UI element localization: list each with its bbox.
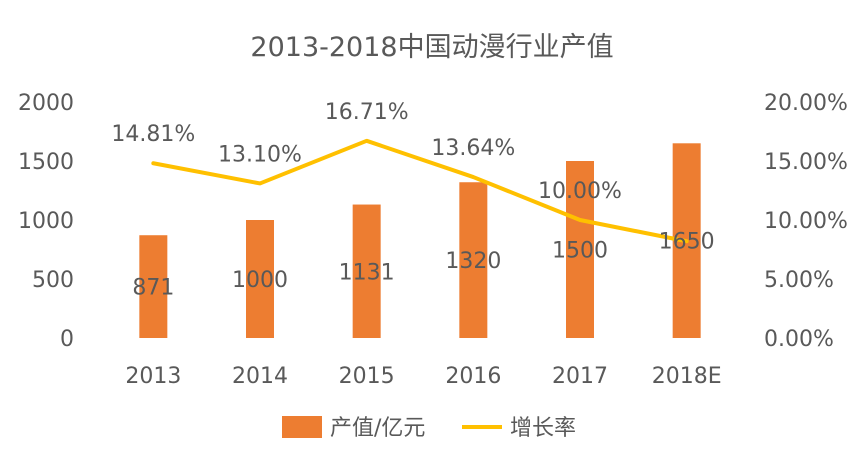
left-axis: 0 500 1000 1500 2000 [18,91,74,352]
line-data-label: 13.10% [218,142,302,167]
legend-swatch-bar [282,416,322,438]
x-axis: 2013 2014 2015 2016 2017 2018E [125,364,721,389]
right-tick-label: 5.00% [764,268,834,293]
left-tick-label: 0 [60,327,74,352]
bar-series [139,143,701,338]
left-tick-label: 2000 [18,91,74,116]
right-tick-label: 20.00% [764,91,848,116]
bar [246,220,274,338]
bar-data-label: 1320 [445,249,501,274]
right-tick-label: 15.00% [764,150,848,175]
chart-title: 2013-2018中国动漫行业产值 [250,32,613,63]
bar [566,161,594,338]
left-tick-label: 500 [32,268,74,293]
bar-data-label: 1650 [659,230,715,255]
x-tick-label: 2018E [652,364,722,389]
line-data-label: 13.64% [431,136,515,161]
bar-data-label: 1500 [552,239,608,264]
line-series [151,138,689,244]
right-tick-label: 0.00% [764,327,834,352]
x-tick-label: 2017 [552,364,608,389]
legend-label-line: 增长率 [510,416,576,441]
x-tick-label: 2013 [125,364,181,389]
bar [459,182,488,338]
legend: 产值/亿元 增长率 [282,416,576,441]
right-axis: 0.00% 5.00% 10.00% 15.00% 20.00% [764,91,848,352]
bar-data-labels: 871 1000 1131 1320 1500 1650 [132,230,714,301]
line-data-label: 14.81% [111,122,195,147]
line-data-labels: 14.81% 13.10% 16.71% 13.64% 10.00% [111,100,622,204]
bar-data-label: 1000 [232,268,288,293]
bar [352,204,381,338]
x-tick-label: 2016 [445,364,501,389]
x-tick-label: 2014 [232,364,288,389]
growth-line [151,138,689,244]
bar [139,235,168,338]
line-data-label: 16.71% [325,100,409,125]
bar-data-label: 1131 [339,260,395,285]
left-tick-label: 1500 [18,150,74,175]
left-tick-label: 1000 [18,209,74,234]
right-tick-label: 10.00% [764,209,848,234]
legend-label-bar: 产值/亿元 [330,416,425,441]
bar-data-label: 871 [132,276,174,301]
x-tick-label: 2015 [339,364,395,389]
line-data-label: 10.00% [538,179,622,204]
